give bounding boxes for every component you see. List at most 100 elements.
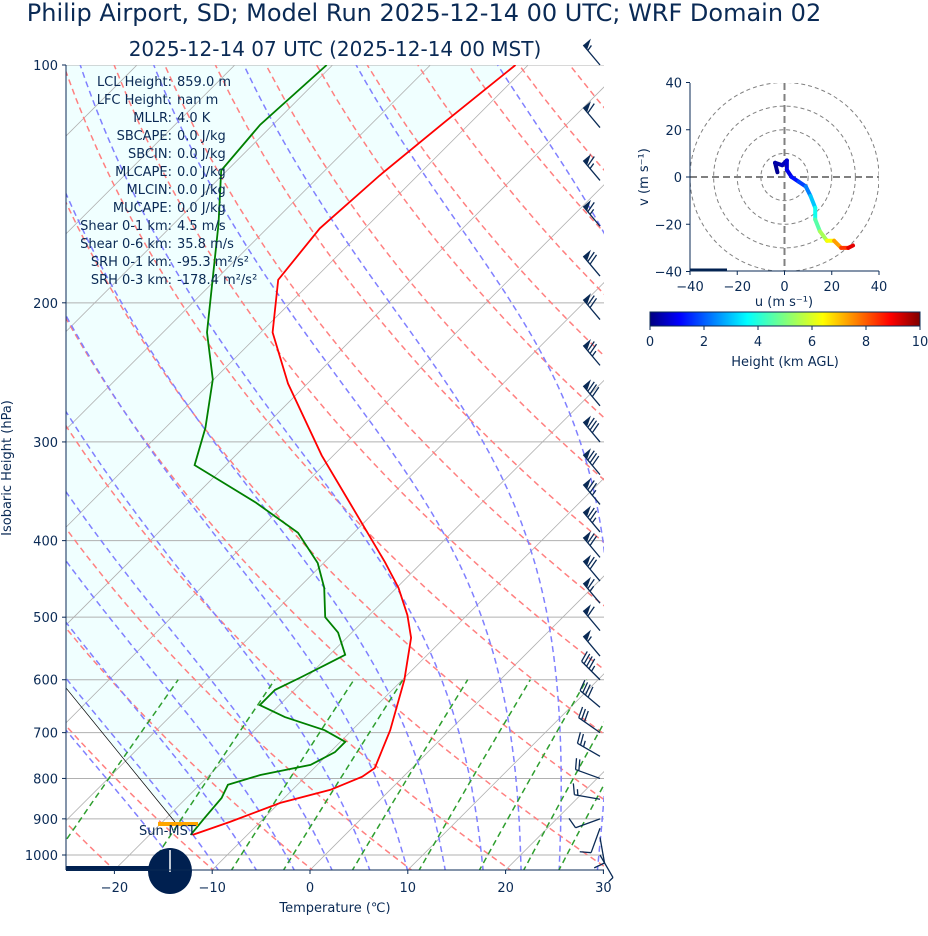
temperature-line [192,65,517,836]
hodo-segment [846,243,856,250]
dry-adiabat [315,65,604,419]
isotherm-gridline [66,282,604,822]
stat-value: 859.0 m [177,75,231,90]
wind-barb [582,199,601,227]
colorbar-tick-label: 2 [700,335,708,350]
barb-half [589,208,595,215]
wind-barb [582,249,601,277]
hodo-area [690,83,879,271]
stat-value: 0.0 J/kg [177,147,226,162]
y-tick-label: 600 [33,674,58,689]
barb-full [568,818,577,829]
barb-full [591,386,600,397]
dry-adiabat [417,65,604,295]
wind-barb [582,101,601,128]
barb-full [587,606,595,617]
barb-full [587,556,595,567]
mixing-ratio-line [230,679,355,870]
dry-adiabat [671,65,928,872]
hodo-x-tick-label: 0 [780,280,788,295]
barb-full [579,679,586,691]
x-tick-label: 10 [400,881,417,896]
y-tick-label: 500 [33,611,58,626]
hodo-x-tick-label: 20 [823,280,840,295]
colorbar [649,311,921,327]
wind-barb [582,629,601,657]
barb-full [587,450,595,461]
hodo-y-tick-label: 20 [665,124,682,139]
colorbar-tick-label: 0 [646,335,654,350]
hodo-segment [813,217,822,234]
stat-value: 0.0 J/kg [177,165,226,180]
stat-label: SBCIN: [128,147,172,162]
barb-half [608,877,614,883]
barb-full [579,733,585,746]
barb-full [589,510,598,521]
barb-full [587,507,595,518]
barb-flag [583,629,591,641]
wind-barb [582,604,601,632]
dry-adiabat [214,65,604,544]
y-tick-label: 100 [33,59,58,74]
barb-full [588,658,596,670]
barb-full [591,422,600,434]
isotherm-gridline [211,477,604,870]
x-tick-label: −20 [101,881,128,896]
chart-subtitle: 2025-12-14 07 UTC (2025-12-14 00 MST) [129,37,542,61]
barb-flag [583,448,591,460]
barb-flag [583,576,591,588]
mixing-ratio-line [66,679,179,842]
barb-full [574,758,578,770]
isotherm-gridline [66,184,604,724]
parcel-path [66,687,176,823]
wind-barb [582,38,601,66]
stat-value: 0.0 J/kg [177,183,226,198]
hodo-x-tick-label: −40 [676,280,703,295]
dry-adiabat [66,316,604,868]
wind-barb [599,854,614,883]
barb-half [587,636,592,642]
x-tick-label: 30 [595,881,612,896]
stat-label: Shear 0-6 km: [80,237,172,252]
colorbar-tick-label: 8 [862,335,870,350]
moist-adiabat [66,490,333,870]
barb-full [586,656,593,667]
dry-adiabat [66,626,314,870]
barb-flag [583,199,591,211]
barb-full [581,651,588,662]
stat-value: 0.0 J/kg [177,129,226,144]
colorbar-tick-label: 6 [808,335,816,350]
mixing-ratio-line [146,679,276,870]
hodo-x-tick-label: −20 [724,280,751,295]
y-tick-label: 400 [33,535,58,550]
barb-full [589,559,598,570]
barb-half [582,740,586,747]
y-tick-label: 700 [33,727,58,742]
wind-barb [593,837,606,869]
barb-flag [583,249,591,261]
dry-adiabat [66,69,604,735]
barb-full [589,297,598,309]
barb-staff [599,837,606,864]
wind-barb [582,448,601,476]
barb-full [587,103,595,114]
barb-staff [575,768,601,780]
barb-flag [583,101,591,113]
barb-full [583,710,589,722]
barb-full [587,533,595,544]
barb-full [580,708,587,720]
barb-full [589,420,598,431]
y-tick-label: 800 [33,772,58,787]
barb-staff [575,818,601,829]
dry-adiabat [265,65,604,481]
barb-full [587,686,594,698]
isotherm-gridline [407,673,604,870]
isotherm-gridline [699,65,928,872]
barb-half [591,517,597,524]
x-tick-label: 0 [306,881,314,896]
isotherm-gridline [66,86,604,626]
wind-barb [568,818,601,829]
dry-adiabat [620,65,928,872]
moist-adiabat [153,65,522,870]
chart-title: Philip Airport, SD; Model Run 2025-12-14… [27,0,821,27]
